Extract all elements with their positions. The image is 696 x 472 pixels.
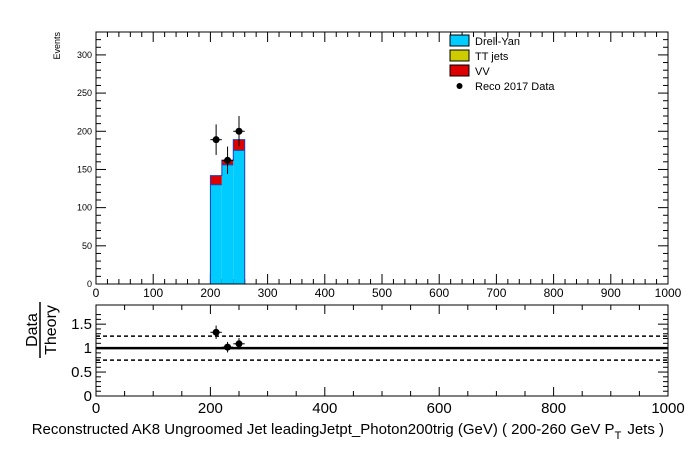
bar-drell-yan: [221, 164, 234, 284]
data-points: [210, 116, 245, 175]
x-tick-label: 1000: [655, 286, 682, 300]
ratio-point: [224, 343, 232, 351]
ratio-point: [212, 328, 220, 336]
ratio-tick-labels: 0 200 400 600 800 1000 0 0.5 1 1.5: [71, 316, 685, 417]
data-point: [212, 136, 220, 144]
x-axis-label: Reconstructed AK8 Ungroomed Jet leadingJ…: [32, 421, 664, 442]
legend: Drell-Yan TT jets VV Reco 2017 Data: [449, 34, 555, 93]
legend-swatch: [449, 49, 470, 62]
legend-swatch: [449, 34, 470, 47]
bar-drell-yan: [210, 184, 222, 284]
ratio-plot-frame: [95, 304, 669, 397]
x-tick-label: 300: [258, 286, 278, 300]
legend-swatch: [449, 64, 470, 77]
x-axis-label-main: Reconstructed AK8 Ungroomed Jet leadingJ…: [32, 421, 615, 438]
main-axis-ticks: [95, 31, 669, 285]
main-panel: 0 100 200 300 400 500 600 700 800 900 1000 0 50 100 15…: [52, 31, 682, 300]
data-point: [224, 156, 232, 164]
y-axis-label: Events: [52, 32, 62, 60]
x-tick-label: 800: [544, 286, 564, 300]
ratio-axis-ticks: [95, 305, 669, 397]
ratio-point: [235, 340, 243, 348]
y-tick-label: 100: [77, 203, 92, 213]
x-tick-label: 200: [200, 286, 220, 300]
ratio-points: [210, 325, 245, 353]
main-plot-frame: [95, 31, 669, 285]
main-tick-labels: 0 100 200 300 400 500 600 700 800 900 1000 0 50 100 15…: [77, 50, 682, 300]
y-tick-label: 150: [77, 164, 92, 174]
ratio-x-tick-label: 0: [92, 400, 100, 417]
ratio-x-tick-label: 1000: [651, 400, 684, 417]
ratio-x-tick-label: 200: [198, 400, 223, 417]
x-tick-label: 400: [315, 286, 335, 300]
x-tick-label: 900: [601, 286, 621, 300]
ratio-y-tick-label: 1.5: [71, 316, 92, 333]
x-tick-label: 700: [486, 286, 506, 300]
data-point: [235, 127, 243, 135]
x-tick-label: 0: [93, 286, 100, 300]
ratio-panel: 0 200 400 600 800 1000 0 0.5 1 1.5 Data Theory Re…: [24, 302, 685, 442]
x-tick-label: 100: [143, 286, 163, 300]
x-tick-label: 600: [429, 286, 449, 300]
legend-label: TT jets: [475, 51, 509, 63]
y-tick-label: 0: [87, 279, 92, 289]
legend-label: VV: [475, 66, 490, 78]
x-axis-label-subscript: T: [615, 430, 622, 442]
x-tick-label: 500: [372, 286, 392, 300]
ratio-ylabel-numerator: Data: [24, 313, 41, 347]
ratio-y-tick-label: 0.5: [71, 364, 92, 381]
y-tick-label: 50: [82, 241, 92, 251]
ratio-y-tick-label: 0: [84, 388, 92, 405]
ratio-reference-lines: [96, 335, 668, 361]
legend-label: Reco 2017 Data: [475, 81, 555, 93]
bar-drell-yan: [233, 150, 245, 284]
legend-marker: [456, 83, 463, 89]
ratio-x-tick-label: 400: [312, 400, 337, 417]
y-tick-label: 200: [77, 126, 92, 136]
ratio-ylabel-denominator: Theory: [43, 305, 60, 355]
y-tick-label: 300: [77, 50, 92, 60]
x-axis-label-tail: Jets ): [627, 421, 664, 438]
y-tick-label: 250: [77, 88, 92, 98]
ratio-x-tick-label: 600: [427, 400, 452, 417]
ratio-x-tick-label: 800: [541, 400, 566, 417]
ratio-y-tick-label: 1: [84, 340, 92, 357]
bar-vv: [210, 175, 222, 185]
ratio-y-axis-label: Data Theory: [24, 302, 60, 358]
legend-label: Drell-Yan: [475, 36, 520, 48]
